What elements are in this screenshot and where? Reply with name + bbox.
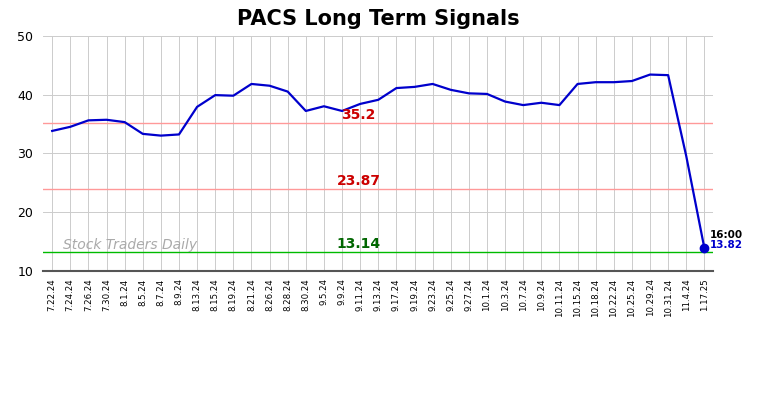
Text: 16:00: 16:00: [710, 230, 743, 240]
Text: 13.82: 13.82: [710, 240, 742, 250]
Text: Stock Traders Daily: Stock Traders Daily: [64, 238, 198, 252]
Title: PACS Long Term Signals: PACS Long Term Signals: [237, 9, 520, 29]
Text: 13.14: 13.14: [336, 237, 381, 251]
Text: 23.87: 23.87: [336, 174, 381, 188]
Text: 35.2: 35.2: [342, 107, 376, 122]
